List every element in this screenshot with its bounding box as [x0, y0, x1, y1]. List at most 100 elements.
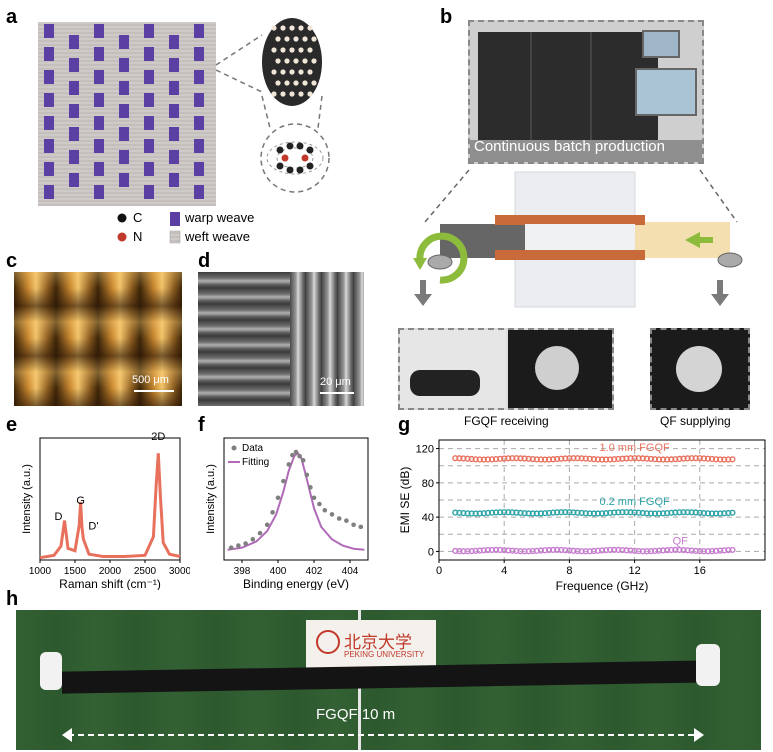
- legend-weft: weft weave: [185, 229, 251, 244]
- data-point: [651, 456, 659, 463]
- data-point: [660, 547, 667, 554]
- data-point: [533, 510, 540, 517]
- data-point: [322, 507, 328, 513]
- warp-strand: [144, 185, 154, 199]
- receiving-caption: FGQF receiving: [464, 414, 549, 428]
- data-point: [594, 547, 602, 554]
- data-point: [452, 509, 459, 516]
- data-point: [460, 548, 467, 555]
- data-point: [505, 509, 512, 516]
- data-point: [713, 456, 720, 463]
- scale-bar-label: 500 μm: [132, 374, 169, 386]
- data-point: [480, 510, 487, 517]
- warp-strand: [69, 58, 79, 72]
- data-point: [308, 485, 313, 490]
- data-point: [664, 456, 671, 463]
- data-point: [513, 509, 520, 516]
- data-point: [700, 509, 707, 517]
- pku-sign-text: 北京大学: [344, 633, 412, 653]
- data-point: [558, 455, 565, 462]
- data-point: [270, 510, 275, 515]
- data-point: [464, 510, 471, 517]
- molecule-circle: [260, 123, 330, 193]
- warp-strand: [169, 173, 179, 187]
- x-tick-label: 400: [270, 566, 287, 577]
- warp-strand: [194, 93, 204, 107]
- x-tick-label: 1000: [29, 566, 52, 577]
- data-point: [476, 510, 483, 517]
- legend-warp: warp weave: [185, 210, 255, 225]
- data-point: [509, 509, 516, 516]
- panel-label-e: e: [6, 414, 18, 436]
- data-point: [578, 548, 585, 555]
- data-point: [643, 510, 650, 517]
- data-point: [521, 548, 528, 555]
- data-point: [680, 455, 687, 462]
- data-point: [574, 547, 581, 555]
- data-point: [492, 546, 500, 553]
- data-point: [488, 546, 496, 554]
- data-point: [243, 541, 248, 546]
- person-right: [696, 644, 720, 686]
- data-point: [619, 509, 626, 516]
- data-point: [729, 456, 736, 463]
- data-point: [717, 456, 724, 463]
- fiber-cylinder: [262, 18, 322, 106]
- data-point: [541, 456, 549, 463]
- warp-strand: [194, 116, 204, 130]
- data-point: [713, 547, 720, 555]
- data-point: [619, 546, 626, 554]
- y-axis-label: Intensity (a.u.): [21, 464, 33, 534]
- data-point: [668, 456, 675, 463]
- legend-fit-label: Fitting: [242, 457, 269, 468]
- data-point: [623, 455, 630, 462]
- data-point: [586, 455, 593, 462]
- x-tick-label: 402: [306, 566, 323, 577]
- data-point: [476, 547, 483, 554]
- data-point: [692, 455, 699, 462]
- warp-strips: [44, 24, 204, 199]
- data-point: [472, 547, 479, 554]
- production-banner: Continuous batch production: [474, 138, 665, 155]
- data-point: [590, 547, 597, 555]
- data-point: [676, 546, 683, 554]
- series-1: [452, 509, 736, 517]
- weft-legend-swatch: [169, 230, 181, 244]
- data-point: [476, 456, 483, 463]
- series-label: 0.2 mm FGQF: [599, 496, 670, 508]
- data-point: [533, 547, 540, 554]
- warp-strand: [94, 93, 104, 107]
- data-point: [570, 547, 577, 554]
- data-point: [615, 455, 622, 463]
- data-point: [598, 456, 606, 463]
- data-point: [598, 547, 606, 554]
- peak-label: 2D: [151, 431, 165, 443]
- data-point: [228, 545, 234, 550]
- panel-label-a: a: [6, 6, 18, 28]
- panel-label-d: d: [198, 250, 211, 272]
- data-point: [672, 456, 679, 463]
- warp-strand: [169, 150, 179, 164]
- data-point: [647, 510, 655, 517]
- x-tick-label: 3000: [169, 566, 190, 577]
- supplying-caption: QF supplying: [660, 414, 731, 428]
- data-point: [696, 548, 703, 555]
- warp-strand: [44, 162, 54, 176]
- data-point: [497, 455, 504, 462]
- data-point: [517, 509, 524, 517]
- warp-strand: [44, 93, 54, 107]
- data-point: [704, 510, 712, 517]
- data-point: [484, 546, 492, 554]
- data-point: [525, 548, 532, 555]
- warp-strand: [119, 127, 129, 141]
- warp-strand: [194, 139, 204, 153]
- data-point: [304, 472, 310, 478]
- data-point: [602, 510, 610, 517]
- data-point: [550, 509, 557, 516]
- data-point: [492, 509, 500, 516]
- data-point: [293, 449, 299, 455]
- data-point: [708, 548, 716, 555]
- data-point: [521, 455, 528, 462]
- series-label: QF: [673, 536, 689, 548]
- data-point: [700, 455, 707, 462]
